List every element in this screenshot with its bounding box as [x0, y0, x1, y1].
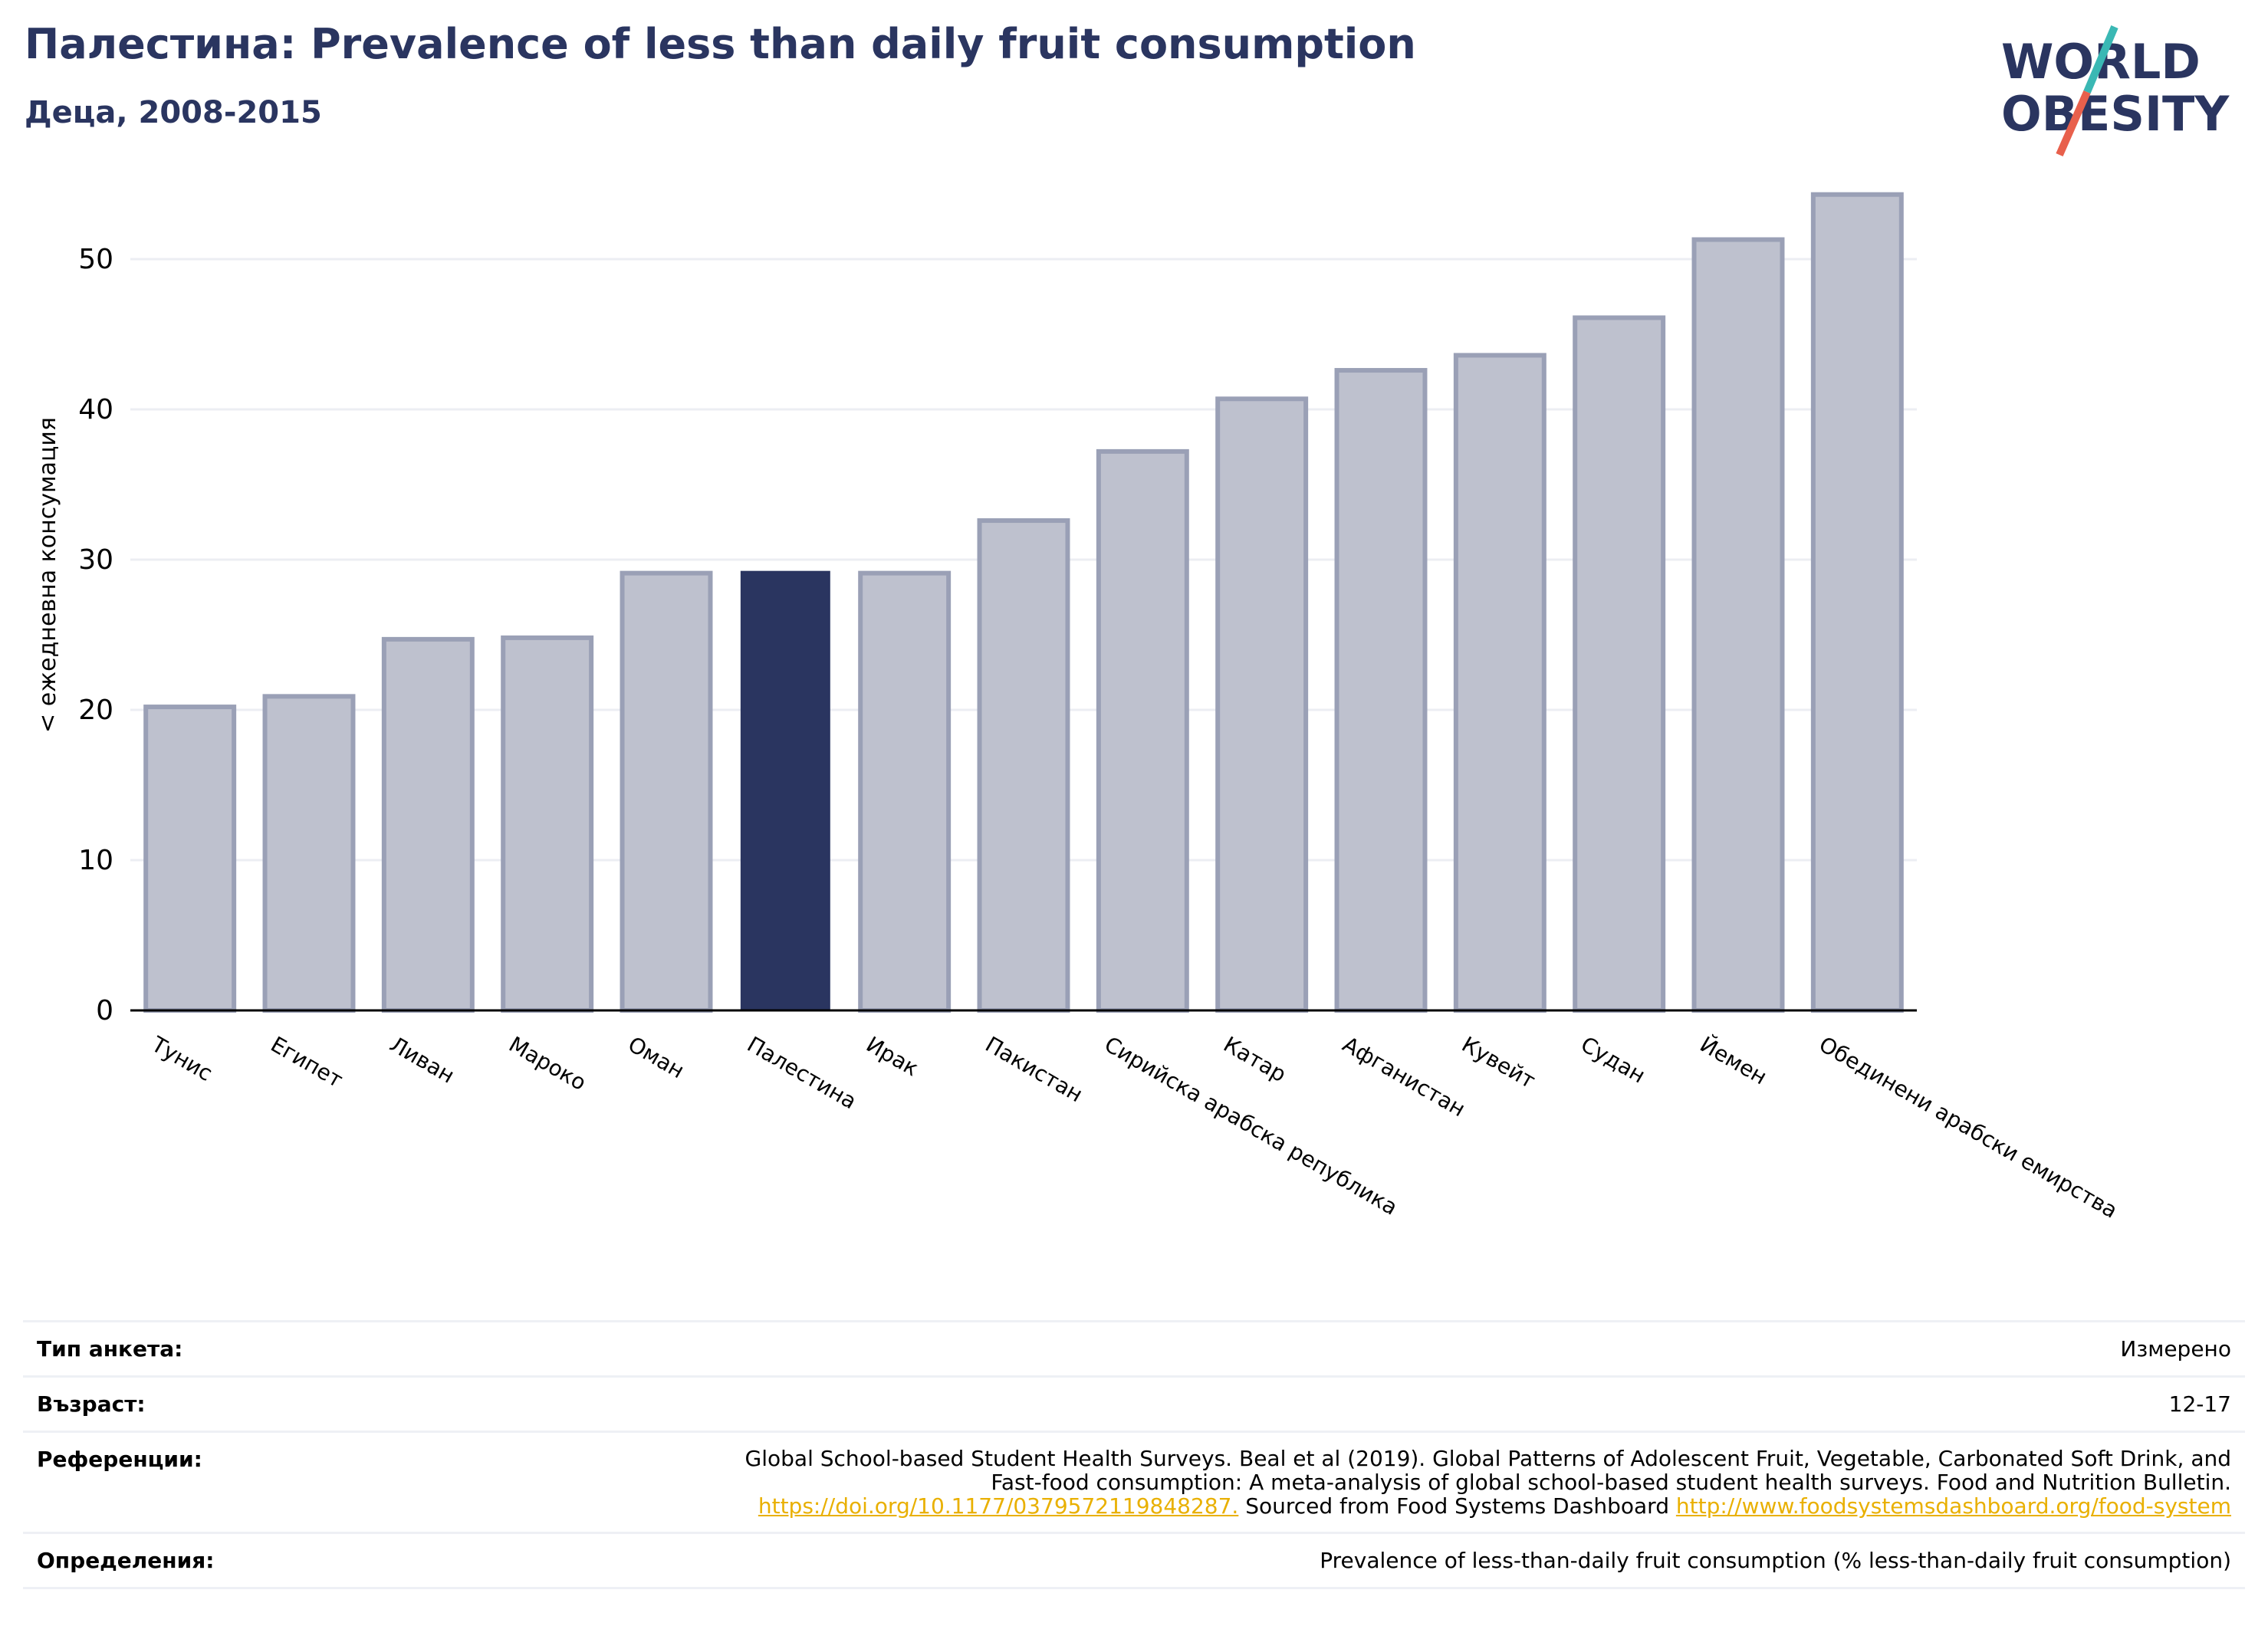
x-tick-label: Обединени арабски емирства: [1815, 1031, 2122, 1223]
world-obesity-logo: WORLD OBESITY: [2001, 25, 2230, 157]
x-tick-label: Мароко: [505, 1031, 590, 1095]
bar: [143, 705, 237, 1013]
bar: [1453, 353, 1547, 1013]
bar: [1096, 448, 1189, 1013]
meta-row-definitions: Определения: Prevalence of less-than-dai…: [23, 1532, 2245, 1589]
bar: [1215, 396, 1309, 1013]
x-tick-label: Палестина: [743, 1031, 861, 1114]
chart-title: Палестина: Prevalence of less than daily…: [25, 20, 1416, 68]
x-tick-label: Йемен: [1696, 1031, 1772, 1090]
bar: [977, 518, 1070, 1013]
bar: [740, 570, 830, 1011]
meta-value: Измерено: [2120, 1336, 2231, 1362]
y-tick-label: 30: [78, 544, 113, 576]
svg-text:OBESITY: OBESITY: [2001, 86, 2230, 142]
meta-row-age: Възраст: 12-17: [23, 1375, 2245, 1431]
meta-label: Възраст:: [37, 1391, 146, 1417]
bar: [262, 694, 356, 1013]
bar: [1810, 192, 1904, 1013]
bar: [381, 636, 475, 1013]
y-tick-label: 50: [78, 244, 113, 275]
meta-value: 12-17: [2168, 1391, 2231, 1417]
x-tick-label: Египет: [267, 1031, 347, 1092]
x-tick-label: Пакистан: [981, 1031, 1087, 1107]
bar: [858, 570, 952, 1013]
meta-label: Определения:: [37, 1548, 215, 1573]
x-tick-label: Тунис: [146, 1031, 216, 1086]
bar: [1573, 315, 1666, 1013]
x-tick-label: Кувейт: [1458, 1031, 1540, 1093]
x-tick-label: Оман: [624, 1031, 689, 1083]
y-axis-label: < ежедневна консумация: [35, 417, 61, 733]
x-tick-label: Ирак: [862, 1031, 923, 1081]
chart-subtitle: Деца, 2008-2015: [25, 95, 322, 130]
metadata-table: Тип анкета: Измерено Възраст: 12-17 Рефе…: [23, 1320, 2245, 1589]
y-tick-label: 40: [78, 394, 113, 425]
y-tick-label: 10: [78, 845, 113, 876]
y-tick-label: 20: [78, 695, 113, 726]
meta-value: Prevalence of less-than-daily fruit cons…: [1320, 1548, 2231, 1573]
meta-row-references: Референции: Global School-based Student …: [23, 1431, 2245, 1532]
bar: [1334, 368, 1428, 1013]
meta-label: Референции:: [37, 1447, 202, 1472]
x-tick-label: Ливан: [386, 1031, 459, 1088]
doi-link[interactable]: https://doi.org/10.1177/0379572119848287…: [758, 1493, 1239, 1519]
bar: [501, 635, 594, 1013]
x-tick-label: Судан: [1576, 1031, 1649, 1088]
references-text: Global School-based Student Health Surve…: [744, 1446, 2231, 1519]
food-systems-dashboard-link[interactable]: http://www.foodsystemsdashboard.org/food…: [1675, 1493, 2231, 1519]
x-tick-label: Афганистан: [1339, 1031, 1470, 1122]
x-tick-label: Катар: [1219, 1031, 1290, 1087]
y-tick-label: 0: [96, 995, 113, 1027]
meta-row-survey-type: Тип анкета: Измерено: [23, 1320, 2245, 1375]
bar-chart: 0 10 20 30 40 50 Тунис Египет Ливан Мароко Оман Па…: [35, 192, 2122, 1224]
bar: [1691, 237, 1785, 1013]
bar: [620, 570, 713, 1013]
meta-label: Тип анкета:: [37, 1336, 183, 1362]
